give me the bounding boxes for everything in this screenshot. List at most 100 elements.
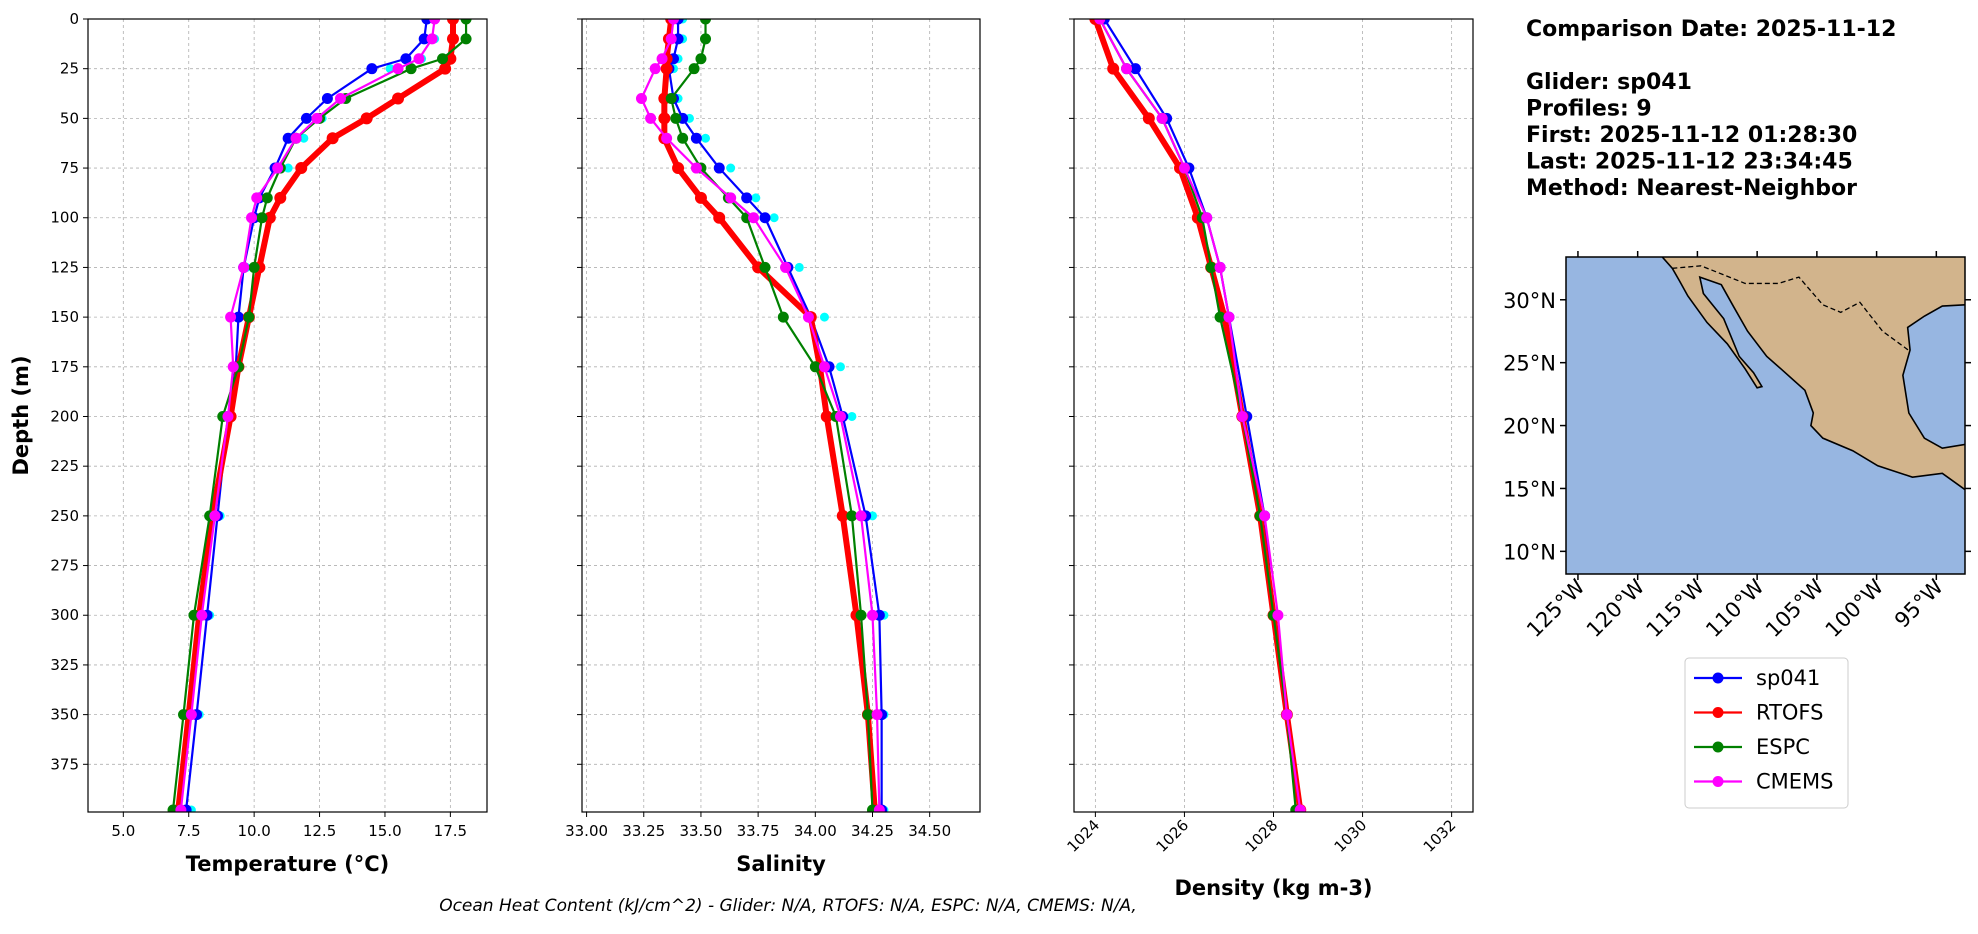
series-marker [1129,63,1141,75]
info-line: Last: 2025-11-12 23:34:45 [1526,150,1853,175]
series-marker [437,53,449,65]
series-marker [741,192,753,204]
y-tick-label: 25 [60,60,79,78]
series-marker [1272,609,1284,621]
series-marker [366,63,378,75]
lon-label: 105°W [1761,574,1829,642]
legend: sp041 RTOFS ESPC CMEMS [1684,657,1849,809]
series-marker [672,162,685,175]
series-marker [834,410,846,422]
panel: 1024 1026 1028 1030 1032 Density (kg m-3) [1063,18,1474,900]
x-tick-label: 34.25 [851,822,894,840]
series-marker [667,19,679,25]
y-tick-label: 175 [50,358,79,376]
series-marker [836,509,849,522]
series-marker [700,33,712,45]
series-marker [263,211,276,224]
info-line: Profiles: 9 [1526,97,1652,122]
axes-frame [87,18,488,813]
series-marker [658,112,671,125]
plot-area [167,19,472,812]
series-marker [645,112,657,124]
series-marker [225,311,237,323]
series-marker [251,192,263,204]
series-marker [290,132,302,144]
series-marker [1236,410,1248,422]
series-marker [725,192,737,204]
axes-frame [1073,18,1474,813]
series-marker [656,53,668,65]
y-tick-label: 300 [50,606,79,624]
series-marker [446,19,459,25]
series-marker [1259,510,1271,522]
series-marker [780,261,792,273]
lat-label: 25°N [1503,352,1556,376]
y-tick-label: 325 [50,656,79,674]
info-line: Glider: sp041 [1526,70,1692,95]
series-marker [248,261,260,273]
legend-marker [1712,672,1724,684]
series-marker [665,92,677,104]
series-marker [405,63,417,75]
series-marker [243,311,255,323]
series-marker [1156,112,1168,124]
series-marker [426,33,438,45]
x-tick-label: 7.5 [177,822,201,840]
y-tick-label: 275 [50,557,79,575]
series-marker [188,609,200,621]
lat-label: 15°N [1503,477,1556,501]
series-marker [392,92,405,105]
y-tick-label: 100 [50,209,79,227]
legend-box [1684,657,1849,809]
y-tick-label: 250 [50,507,79,525]
series-marker [846,510,858,522]
y-tick-label: 0 [69,10,79,28]
series-marker [660,62,673,75]
series-marker [1281,709,1293,721]
legend-label: CMEMS [1756,770,1834,794]
legend-label: sp041 [1756,666,1820,690]
x-tick-label: 5.0 [111,822,135,840]
series-marker [1107,62,1120,75]
series-marker [196,609,208,621]
series-line [185,19,428,811]
series-marker [855,510,867,522]
x-tick-label: 33.25 [622,822,665,840]
series-marker [209,510,221,522]
series-marker [222,410,234,422]
series-marker [1214,311,1226,323]
lon-label: 110°W [1701,574,1769,642]
info-line: First: 2025-11-12 01:28:30 [1526,123,1857,148]
series-marker [759,261,771,273]
lat-label: 30°N [1503,289,1556,313]
series-marker [1094,19,1106,25]
series-marker [809,361,821,373]
series-marker [282,132,294,144]
y-axis-label: Depth (m) [9,355,33,475]
series-line [1103,19,1302,811]
y-tick-label: 150 [50,308,79,326]
series-marker [175,804,187,812]
profile-point [283,163,293,173]
series-marker [272,162,284,174]
legend-marker [1712,776,1724,787]
series-marker [1294,804,1306,812]
panel: 33.00 33.25 33.50 33.75 34.00 34.25 34.50 Salin… [565,18,981,876]
series-marker [635,92,647,104]
series-line [1098,19,1302,811]
lon-label: 95°W [1890,574,1948,632]
series-marker [177,709,189,721]
series-marker [238,261,250,273]
profile-point [769,213,779,223]
y-tick-label: 50 [60,109,79,127]
series-marker [802,311,814,323]
series-marker [665,33,677,45]
legend-marker [1712,741,1724,753]
series-marker [246,212,258,224]
axes-frame [581,18,981,813]
series-marker [232,311,244,323]
series-marker [688,63,700,75]
map-frame [1565,256,1966,575]
series-marker [690,162,702,174]
series-marker [311,112,323,124]
